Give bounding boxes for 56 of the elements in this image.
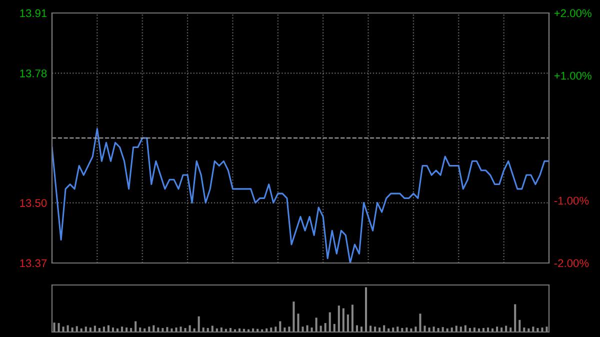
bar <box>518 320 521 332</box>
bar <box>53 322 56 332</box>
y-tick-label: 13.37 <box>20 259 47 268</box>
bar <box>342 308 344 332</box>
bar <box>302 326 304 332</box>
bar <box>505 326 508 332</box>
bar <box>328 312 331 332</box>
bar <box>514 304 516 332</box>
bar <box>351 304 354 332</box>
bar <box>370 326 372 332</box>
bar <box>134 321 137 332</box>
bar <box>84 326 87 332</box>
bar <box>198 316 200 332</box>
bar <box>338 306 340 332</box>
y-tick-label: 13.91 <box>20 9 47 18</box>
bar <box>532 326 534 332</box>
bar <box>121 326 124 332</box>
y2-tick-label: -1.00% <box>554 196 589 205</box>
bar <box>546 326 548 332</box>
bar <box>58 323 60 332</box>
bar <box>211 326 214 332</box>
bar <box>94 326 96 332</box>
y2-tick-label: +1.00% <box>554 72 592 80</box>
bar <box>364 287 368 332</box>
bar <box>76 326 78 332</box>
y2-tick-label: +2.00% <box>554 9 592 18</box>
bar <box>180 326 182 332</box>
bar <box>315 318 318 332</box>
bar <box>288 326 290 332</box>
bar <box>414 326 417 332</box>
bar <box>442 327 444 332</box>
y-tick-label: 13.50 <box>20 199 47 207</box>
bar <box>175 328 178 332</box>
bar <box>496 326 498 332</box>
bar <box>396 326 399 332</box>
bar <box>432 326 435 332</box>
bar <box>297 314 300 332</box>
y-tick-label: 13.78 <box>20 69 47 78</box>
bar <box>292 302 295 332</box>
bar <box>62 326 64 332</box>
bar <box>148 326 150 332</box>
bar <box>374 326 376 332</box>
bar <box>279 321 282 332</box>
bar <box>274 326 277 332</box>
bar <box>324 323 326 332</box>
bar <box>102 326 105 332</box>
bar <box>424 326 426 332</box>
bar <box>455 326 458 332</box>
bar <box>320 326 322 332</box>
bar <box>360 326 363 332</box>
bar <box>419 314 422 332</box>
y2-tick-label: -2.00% <box>554 259 589 268</box>
bar <box>166 327 168 332</box>
bar <box>346 314 349 332</box>
bar <box>460 326 462 332</box>
bar <box>333 324 336 332</box>
